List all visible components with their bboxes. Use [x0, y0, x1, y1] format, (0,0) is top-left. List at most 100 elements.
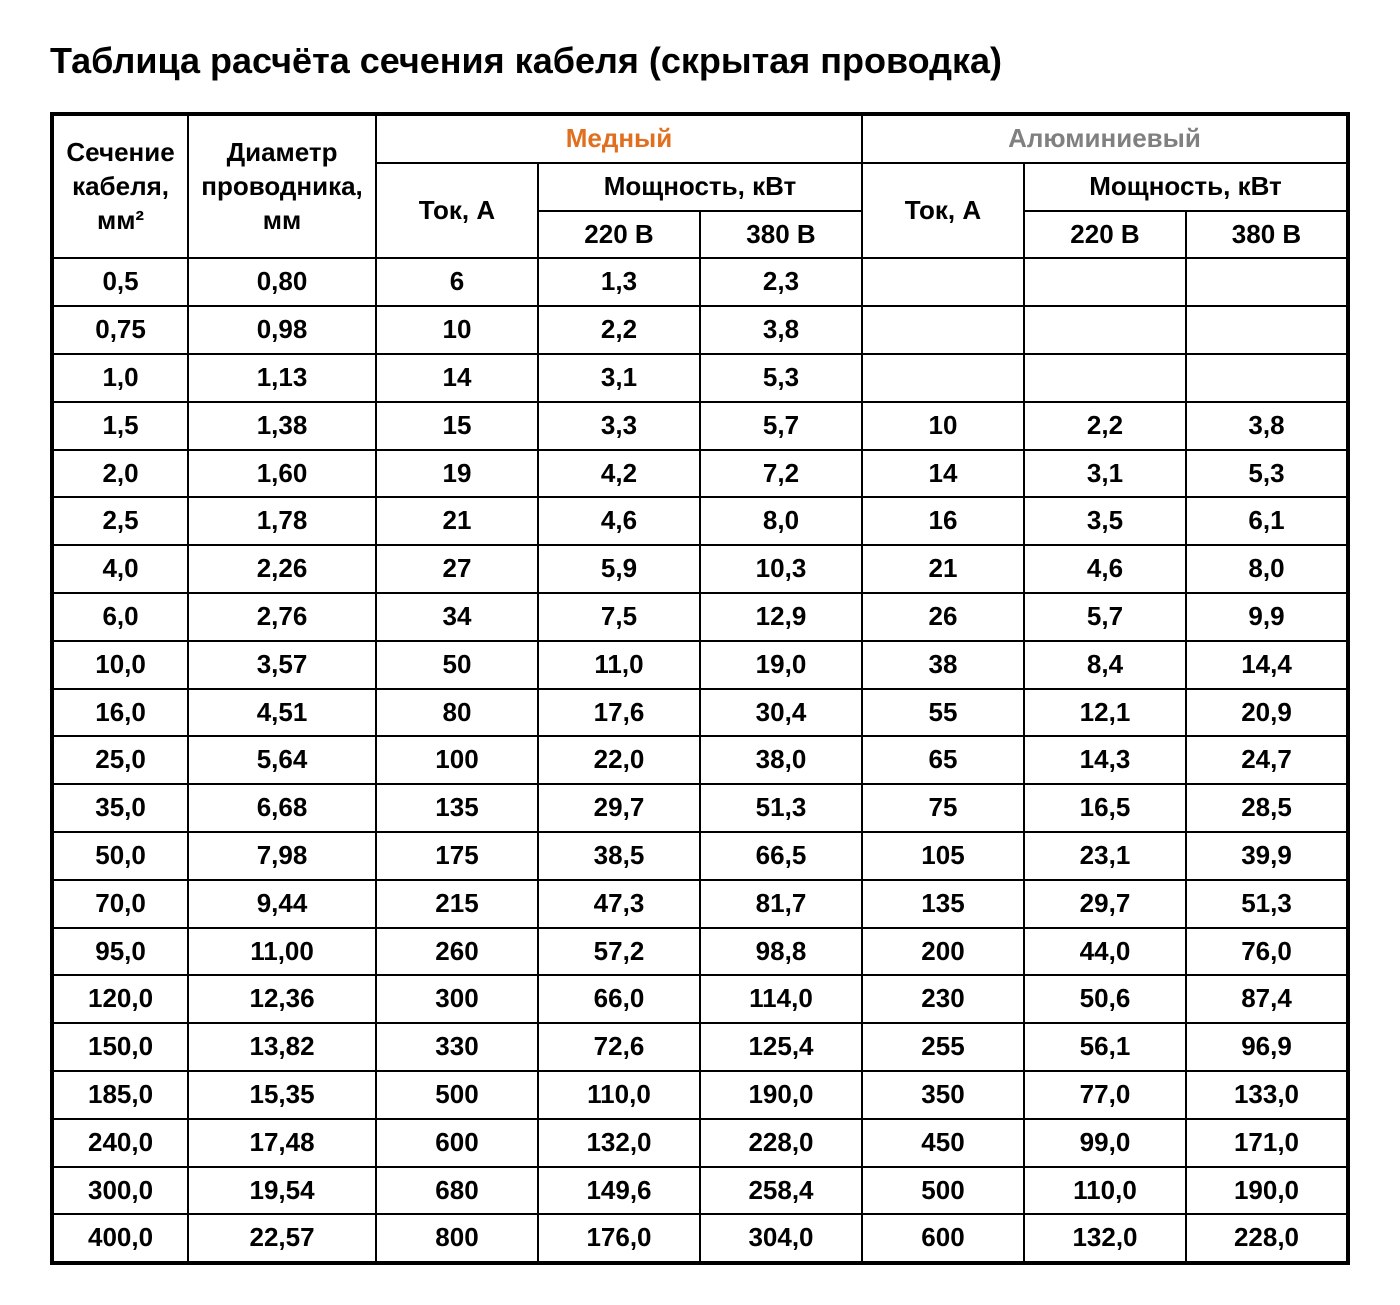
cable-table: Сечение кабеля, мм² Диаметр проводника, …: [50, 112, 1350, 1265]
table-row: 120,012,3630066,0114,023050,687,4: [52, 975, 1348, 1023]
table-cell: 120,0: [52, 975, 188, 1023]
table-cell: 14,4: [1186, 641, 1348, 689]
table-row: 2,51,78214,68,0163,56,1: [52, 497, 1348, 545]
table-cell: 50,0: [52, 832, 188, 880]
table-cell: 51,3: [1186, 880, 1348, 928]
table-cell: 0,75: [52, 306, 188, 354]
table-cell: [862, 354, 1024, 402]
table-cell: [1024, 354, 1186, 402]
col-header-cu-380: 380 В: [700, 211, 862, 259]
table-row: 50,07,9817538,566,510523,139,9: [52, 832, 1348, 880]
table-cell: [1186, 306, 1348, 354]
table-cell: 24,7: [1186, 736, 1348, 784]
table-cell: 110,0: [538, 1071, 700, 1119]
table-cell: 5,7: [1024, 593, 1186, 641]
table-cell: 190,0: [700, 1071, 862, 1119]
col-header-aluminum: Алюминиевый: [862, 114, 1348, 163]
table-row: 70,09,4421547,381,713529,751,3: [52, 880, 1348, 928]
table-cell: 150,0: [52, 1023, 188, 1071]
table-cell: 7,2: [700, 450, 862, 498]
table-cell: 300,0: [52, 1167, 188, 1215]
table-cell: 7,5: [538, 593, 700, 641]
table-cell: 8,0: [1186, 545, 1348, 593]
table-cell: 2,2: [1024, 402, 1186, 450]
table-cell: 330: [376, 1023, 538, 1071]
table-cell: 132,0: [1024, 1214, 1186, 1263]
table-cell: [862, 306, 1024, 354]
table-cell: 98,8: [700, 928, 862, 976]
col-header-copper: Медный: [376, 114, 862, 163]
table-cell: 185,0: [52, 1071, 188, 1119]
table-cell: 260: [376, 928, 538, 976]
table-cell: 800: [376, 1214, 538, 1263]
table-cell: 300: [376, 975, 538, 1023]
table-cell: 10,3: [700, 545, 862, 593]
table-cell: 66,0: [538, 975, 700, 1023]
table-cell: 6,1: [1186, 497, 1348, 545]
table-cell: 27: [376, 545, 538, 593]
table-cell: 16,5: [1024, 784, 1186, 832]
table-cell: 1,60: [188, 450, 376, 498]
table-cell: 34: [376, 593, 538, 641]
table-cell: 10: [376, 306, 538, 354]
table-cell: 600: [376, 1119, 538, 1167]
table-cell: 105: [862, 832, 1024, 880]
table-cell: 230: [862, 975, 1024, 1023]
table-row: 35,06,6813529,751,37516,528,5: [52, 784, 1348, 832]
table-cell: 2,2: [538, 306, 700, 354]
table-cell: 11,0: [538, 641, 700, 689]
table-cell: 304,0: [700, 1214, 862, 1263]
table-cell: 21: [862, 545, 1024, 593]
table-cell: 6,0: [52, 593, 188, 641]
table-cell: 135: [376, 784, 538, 832]
table-cell: 680: [376, 1167, 538, 1215]
table-cell: 99,0: [1024, 1119, 1186, 1167]
table-cell: 1,38: [188, 402, 376, 450]
table-cell: 5,3: [1186, 450, 1348, 498]
col-header-section: Сечение кабеля, мм²: [52, 114, 188, 258]
table-cell: [1024, 258, 1186, 306]
table-cell: 1,5: [52, 402, 188, 450]
table-cell: 1,3: [538, 258, 700, 306]
col-header-al-power: Мощность, кВт: [1024, 163, 1348, 211]
table-cell: 8,0: [700, 497, 862, 545]
table-cell: 75: [862, 784, 1024, 832]
table-cell: 17,6: [538, 689, 700, 737]
table-row: 2,01,60194,27,2143,15,3: [52, 450, 1348, 498]
table-cell: 10: [862, 402, 1024, 450]
table-cell: 3,5: [1024, 497, 1186, 545]
table-cell: 6,68: [188, 784, 376, 832]
table-cell: 81,7: [700, 880, 862, 928]
col-header-al-220: 220 В: [1024, 211, 1186, 259]
table-cell: 77,0: [1024, 1071, 1186, 1119]
table-cell: 29,7: [538, 784, 700, 832]
table-cell: 5,3: [700, 354, 862, 402]
table-cell: [1024, 306, 1186, 354]
table-cell: 50: [376, 641, 538, 689]
table-row: 400,022,57800176,0304,0600132,0228,0: [52, 1214, 1348, 1263]
table-cell: 96,9: [1186, 1023, 1348, 1071]
table-cell: 200: [862, 928, 1024, 976]
table-cell: 0,80: [188, 258, 376, 306]
table-header: Сечение кабеля, мм² Диаметр проводника, …: [52, 114, 1348, 258]
table-cell: 44,0: [1024, 928, 1186, 976]
table-cell: 350: [862, 1071, 1024, 1119]
table-cell: 87,4: [1186, 975, 1348, 1023]
table-cell: 3,1: [1024, 450, 1186, 498]
col-header-al-380: 380 В: [1186, 211, 1348, 259]
table-cell: 9,9: [1186, 593, 1348, 641]
table-cell: 3,3: [538, 402, 700, 450]
table-cell: 171,0: [1186, 1119, 1348, 1167]
col-header-diameter: Диаметр проводника, мм: [188, 114, 376, 258]
table-row: 240,017,48600132,0228,045099,0171,0: [52, 1119, 1348, 1167]
table-cell: 38,0: [700, 736, 862, 784]
table-cell: 14: [862, 450, 1024, 498]
table-cell: 190,0: [1186, 1167, 1348, 1215]
col-header-al-current: Ток, А: [862, 163, 1024, 259]
table-cell: 228,0: [700, 1119, 862, 1167]
table-cell: 10,0: [52, 641, 188, 689]
table-cell: 0,98: [188, 306, 376, 354]
table-cell: 29,7: [1024, 880, 1186, 928]
table-cell: 19: [376, 450, 538, 498]
table-cell: 7,98: [188, 832, 376, 880]
